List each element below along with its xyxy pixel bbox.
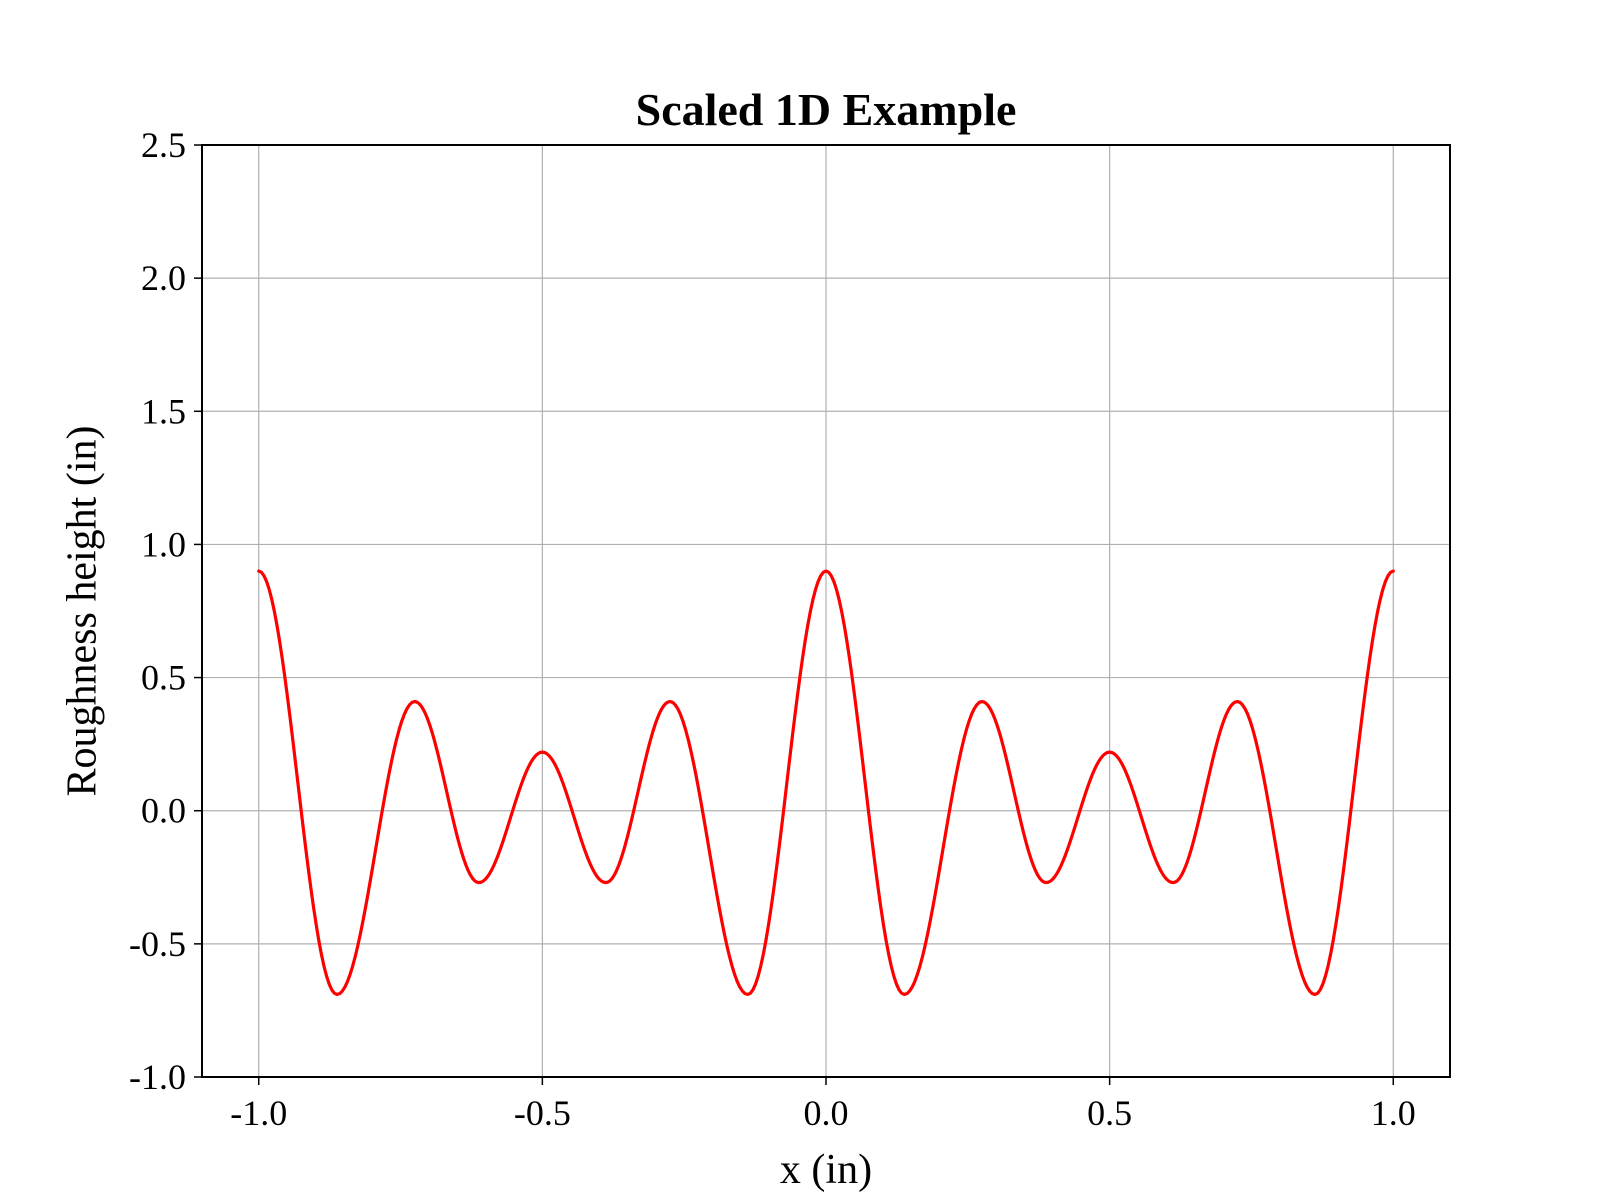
x-tick-label: 1.0 [1371,1093,1416,1133]
y-tick-label: 0.5 [141,658,186,698]
y-tick-label: 1.0 [141,524,186,564]
x-tick-label: -1.0 [230,1093,287,1133]
series-lines [257,569,1395,997]
y-tick-label: 2.5 [141,125,186,165]
y-tick-label: 2.0 [141,258,186,298]
chart-title: Scaled 1D Example [636,84,1017,135]
y-axis-label: Roughness height (in) [60,426,106,797]
y-tick-label: 0.0 [141,791,186,831]
series-line-0 [257,569,1395,997]
y-tick-label: -0.5 [129,924,186,964]
x-axis-label: x (in) [780,1147,872,1193]
y-tick-label: -1.0 [129,1057,186,1097]
x-tick-label: 0.5 [1087,1093,1132,1133]
x-tick-label: 0.0 [804,1093,849,1133]
axis-ticks: -1.0 -0.5 0.0 0.5 1.0 -1.0 -0.5 0.0 0.5 1.0 1.5 2.0… [129,125,1416,1133]
y-tick-label: 1.5 [141,391,186,431]
x-tick-label: -0.5 [514,1093,571,1133]
